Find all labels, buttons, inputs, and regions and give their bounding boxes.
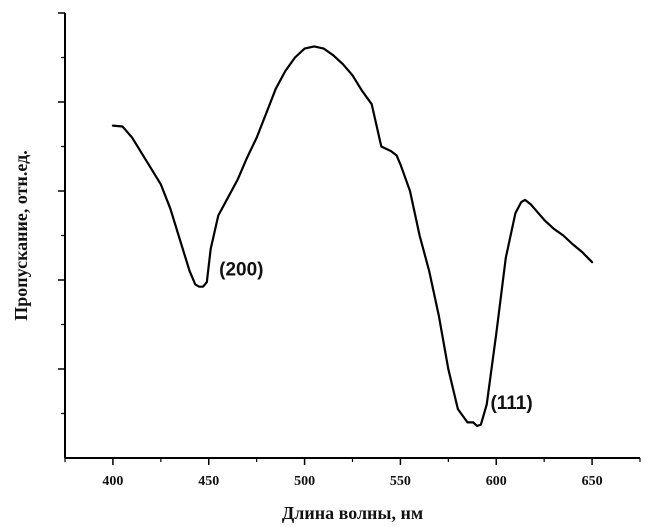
- x-axis-title: Длина волны, нм: [282, 503, 423, 523]
- x-axis-tick-labels: 400 450 500 550 600 650: [102, 474, 602, 489]
- peak-annotation: (111): [490, 393, 532, 414]
- x-tick-label: 650: [582, 474, 603, 489]
- series-layer: [111, 45, 594, 428]
- x-tick-label: 600: [486, 474, 507, 489]
- x-tick-label: 550: [390, 474, 411, 489]
- annotation-layer: (200) (111): [219, 260, 533, 415]
- x-tick-label: 450: [198, 474, 219, 489]
- x-axis-ticks: [64, 458, 641, 465]
- x-tick-label: 500: [294, 474, 315, 489]
- peak-annotation: (200): [219, 260, 263, 281]
- plot-frame: [64, 13, 640, 459]
- transmission-series-line: [111, 45, 594, 428]
- x-tick-label: 400: [102, 474, 123, 489]
- y-axis-title: Пропускание, отн.ед.: [11, 150, 31, 320]
- y-axis-ticks: [58, 12, 65, 415]
